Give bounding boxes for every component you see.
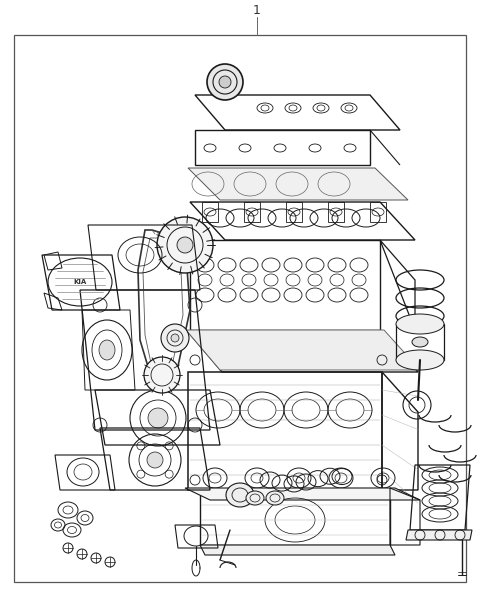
Ellipse shape <box>171 334 179 342</box>
Bar <box>202 202 218 222</box>
Ellipse shape <box>246 491 264 505</box>
Polygon shape <box>185 488 420 500</box>
Polygon shape <box>188 168 408 200</box>
Ellipse shape <box>147 452 163 468</box>
Polygon shape <box>186 330 420 370</box>
Text: KIA: KIA <box>73 279 86 285</box>
Bar <box>370 202 386 222</box>
Ellipse shape <box>396 350 444 370</box>
Ellipse shape <box>266 491 284 505</box>
Ellipse shape <box>396 314 444 334</box>
Bar <box>286 202 302 222</box>
Bar <box>244 202 260 222</box>
Ellipse shape <box>207 64 243 100</box>
Bar <box>328 202 344 222</box>
Ellipse shape <box>412 337 428 347</box>
Text: 1: 1 <box>253 5 261 17</box>
Polygon shape <box>200 545 395 555</box>
Ellipse shape <box>226 483 254 507</box>
Ellipse shape <box>144 357 180 393</box>
Ellipse shape <box>177 237 193 253</box>
Ellipse shape <box>99 340 115 360</box>
Ellipse shape <box>148 408 168 428</box>
Ellipse shape <box>219 76 231 88</box>
Ellipse shape <box>161 324 189 352</box>
Ellipse shape <box>157 217 213 273</box>
Polygon shape <box>406 530 472 540</box>
